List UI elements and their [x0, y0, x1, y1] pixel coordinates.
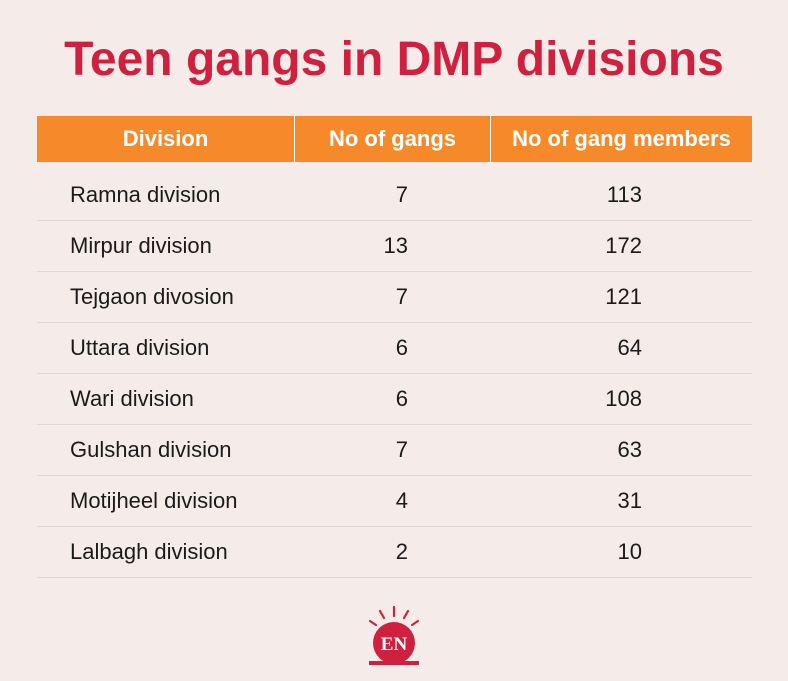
division-name-cell: Lalbagh division: [70, 539, 228, 564]
gangs-count-cell: 13: [383, 233, 408, 258]
members-count-cell: 63: [617, 437, 642, 462]
table-row: Uttara division 6 64: [37, 323, 752, 374]
data-table: Division No of gangs No of gang members …: [37, 116, 752, 578]
division-name-cell: Gulshan division: [70, 437, 232, 462]
members-count-cell: 108: [605, 386, 642, 411]
logo-text: EN: [381, 634, 408, 655]
header-gangs: No of gangs: [295, 116, 491, 162]
gangs-count-cell: 4: [395, 488, 408, 513]
table-body: Ramna division 7 113 Mirpur division 13 172 Te…: [37, 170, 752, 578]
table-row: Tejgaon divosion 7 121: [37, 272, 752, 323]
chart-title: Teen gangs in DMP divisions: [64, 33, 724, 86]
gangs-count-cell: 7: [395, 284, 408, 309]
header-division: Division: [37, 116, 295, 162]
members-count-cell: 121: [605, 284, 642, 309]
logo-rays: [368, 605, 420, 627]
division-name-cell: Motijheel division: [70, 488, 238, 513]
members-count-cell: 172: [605, 233, 642, 258]
logo-base: [369, 661, 419, 665]
header-members: No of gang members: [512, 126, 731, 151]
gangs-count-cell: 2: [395, 539, 408, 564]
sun-rays-logo-icon: EN: [368, 605, 420, 665]
division-name-cell: Uttara division: [70, 335, 210, 360]
table-row: Lalbagh division 2 10: [37, 527, 752, 578]
division-name-cell: Ramna division: [70, 182, 221, 207]
table-row: Ramna division 7 113: [37, 170, 752, 221]
members-count-cell: 31: [617, 488, 642, 513]
gangs-count-cell: 7: [395, 182, 408, 207]
members-count-cell: 64: [617, 335, 642, 360]
division-name-cell: Tejgaon divosion: [70, 284, 234, 309]
gangs-count-cell: 7: [395, 437, 408, 462]
members-count-cell: 113: [606, 182, 642, 207]
table-row: Wari division 6 108: [37, 374, 752, 425]
table-row: Motijheel division 4 31: [37, 476, 752, 527]
division-name-cell: Wari division: [70, 386, 194, 411]
gangs-count-cell: 6: [395, 386, 408, 411]
table-header: Division No of gangs No of gang members: [37, 116, 752, 162]
logo-circle: [373, 622, 415, 664]
table-row: Mirpur division 13 172: [37, 221, 752, 272]
gangs-count-cell: 6: [395, 335, 408, 360]
division-name-cell: Mirpur division: [70, 233, 212, 258]
table-row: Gulshan division 7 63: [37, 425, 752, 476]
members-count-cell: 10: [617, 539, 642, 564]
